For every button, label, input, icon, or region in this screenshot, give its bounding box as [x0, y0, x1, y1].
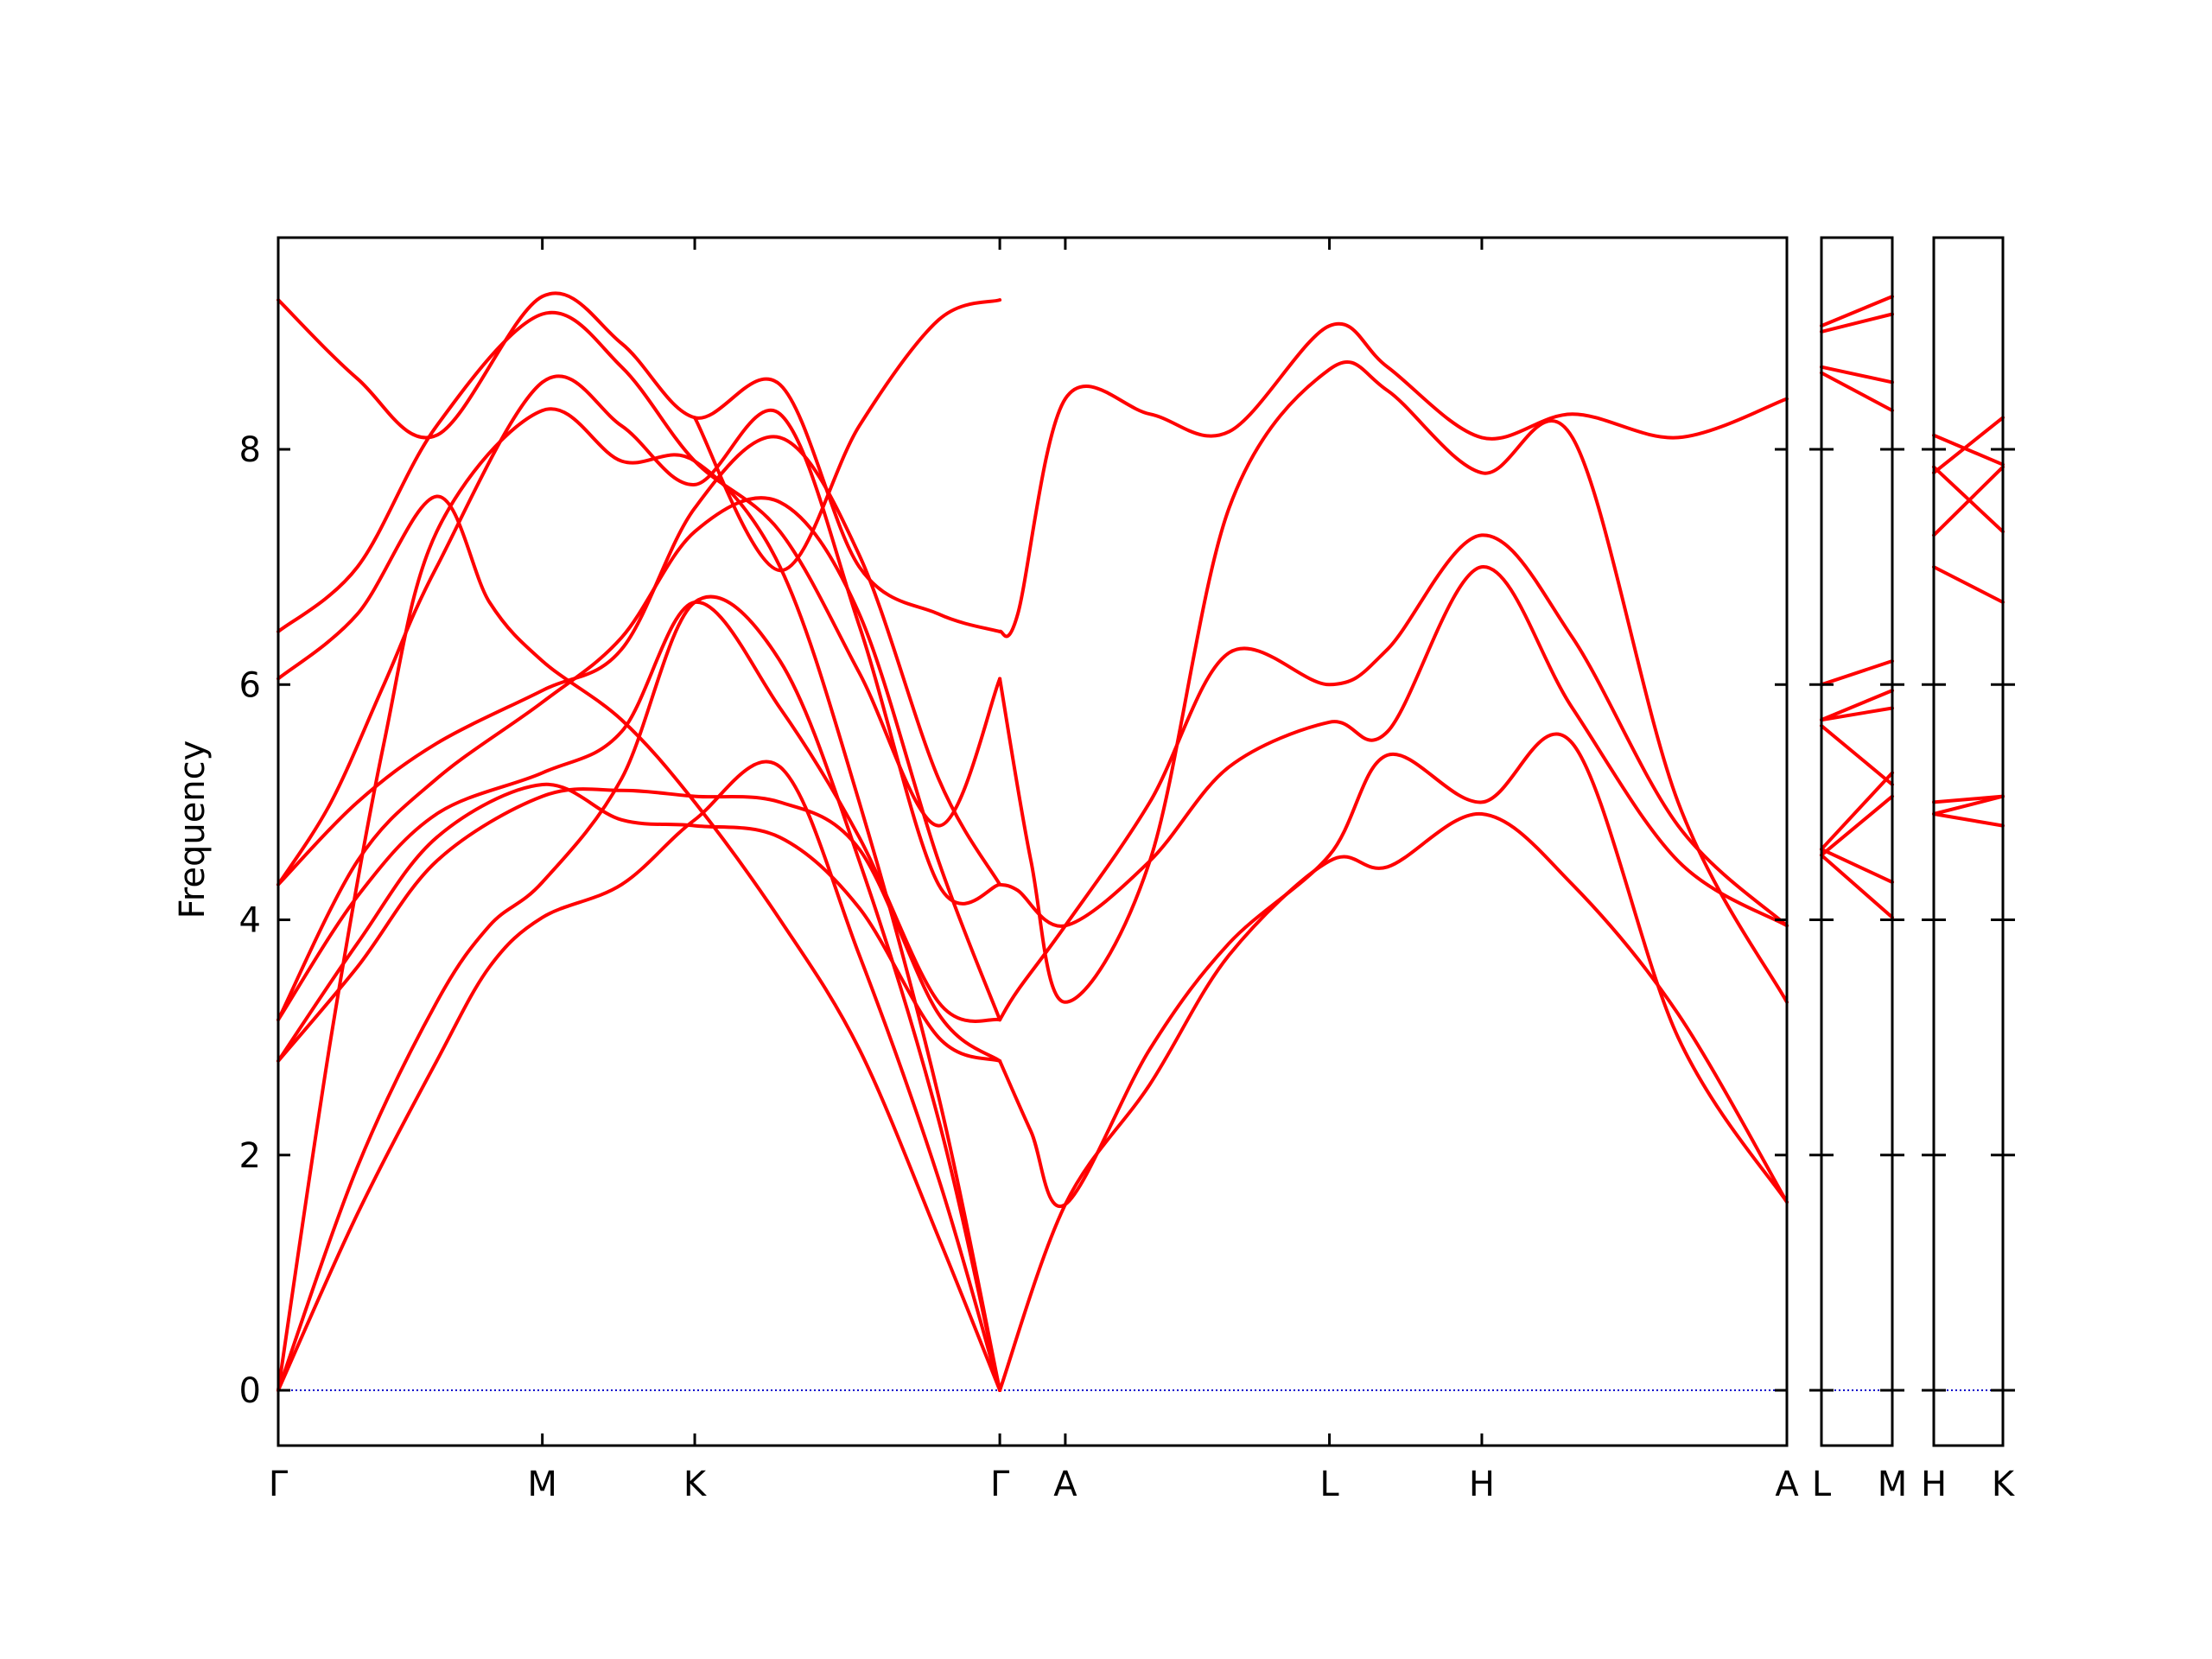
band-line-lm-23 [1820, 371, 1894, 413]
xtick-label-hk-1: K [1992, 1465, 2016, 1504]
band-line-lm-26 [1820, 706, 1894, 722]
band-line-main-11 [276, 291, 1002, 633]
xtick-label-main-7: A [1775, 1465, 1799, 1504]
band-line-main-8 [276, 374, 1002, 906]
band-line-hk-32 [1932, 433, 2005, 467]
xtick-label-main-5: L [1319, 1465, 1339, 1504]
band-line-hk-39 [1932, 812, 2005, 828]
xtick-label-main-3: Γ [990, 1465, 1010, 1504]
band-line-main-7 [276, 435, 1002, 887]
band-line-lm-31 [1820, 853, 1894, 919]
series-layer [276, 291, 2005, 1392]
ytick-label: 0 [239, 1371, 261, 1411]
tick-marks [276, 238, 2015, 1446]
band-line-main-4 [276, 782, 1002, 1063]
band-line-hk-37 [1932, 794, 2005, 804]
xtick-label-main-1: M [527, 1465, 557, 1504]
ytick-label: 8 [239, 430, 261, 470]
band-line-lm-27 [1820, 723, 1894, 786]
band-line-main-1 [276, 594, 1002, 1392]
ytick-label: 4 [239, 901, 261, 941]
band-line-lm-28 [1820, 771, 1894, 851]
band-line-main-16 [998, 565, 1789, 928]
ytick-label: 6 [239, 665, 261, 705]
band-line-lm-25 [1820, 689, 1894, 722]
band-line-main-17 [998, 732, 1789, 1209]
band-line-lm-22 [1820, 365, 1894, 385]
band-line-main-14 [998, 359, 1789, 1004]
band-line-main-3 [276, 787, 1002, 1063]
panel-frame-main [276, 236, 1789, 1447]
band-line-main-12 [693, 298, 1002, 573]
band-line-main-6 [276, 496, 1002, 1022]
panel-frame-hk [1932, 236, 2005, 1447]
xtick-label-lm-0: L [1812, 1465, 1832, 1504]
band-line-hk-33 [1932, 416, 2005, 475]
band-line-hk-38 [1932, 794, 2005, 816]
band-line-main-13 [998, 321, 1789, 639]
ytick-label: 2 [239, 1136, 261, 1176]
xtick-label-main-4: A [1053, 1465, 1077, 1504]
band-line-lm-20 [1820, 295, 1894, 328]
panel-frame-lm [1820, 236, 1894, 1447]
y-axis-label: Frequency [173, 741, 213, 919]
band-line-main-9 [276, 494, 1002, 1392]
band-line-main-18 [998, 811, 1789, 1392]
band-line-lm-24 [1820, 659, 1894, 687]
xtick-label-main-2: K [683, 1465, 708, 1504]
band-line-main-10 [276, 310, 1002, 828]
band-line-main-5 [276, 600, 1002, 1023]
band-line-lm-29 [1820, 794, 1894, 857]
band-line-hk-36 [1932, 465, 2005, 534]
xtick-label-main-6: H [1469, 1465, 1495, 1504]
band-line-main-0 [276, 760, 1002, 1392]
panel-frames [276, 236, 2005, 1447]
xtick-label-hk-0: H [1921, 1465, 1947, 1504]
band-line-main-15 [998, 533, 1789, 1022]
xtick-label-lm-1: M [1878, 1465, 1908, 1504]
band-line-lm-21 [1820, 312, 1894, 334]
xtick-label-main-0: Γ [269, 1465, 289, 1504]
band-line-main-2 [276, 407, 1002, 1392]
band-line-lm-30 [1820, 847, 1894, 884]
band-line-hk-35 [1932, 565, 2005, 604]
